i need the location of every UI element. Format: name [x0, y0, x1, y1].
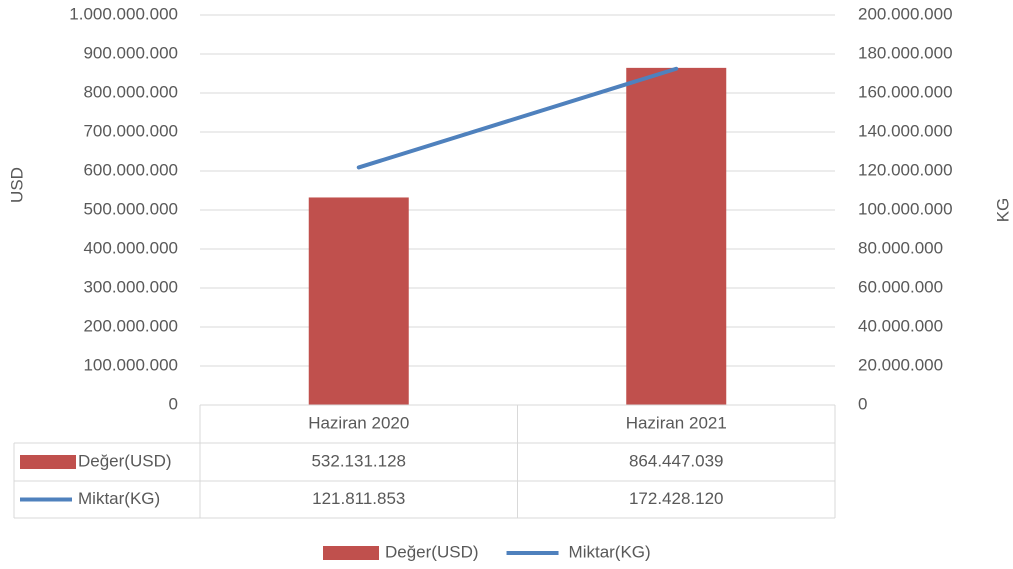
- y2-tick-label: 60.000.000: [858, 277, 943, 296]
- y2-tick-label: 20.000.000: [858, 355, 943, 374]
- y-tick-label: 900.000.000: [83, 43, 178, 62]
- y2-tick-label: 80.000.000: [858, 238, 943, 257]
- y-tick-label: 400.000.000: [83, 238, 178, 257]
- table-row-label: Miktar(KG): [78, 489, 160, 508]
- y-tick-label: 200.000.000: [83, 316, 178, 335]
- table-cell: 121.811.853: [312, 489, 405, 508]
- y2-tick-label: 0: [858, 394, 867, 413]
- y-tick-label: 100.000.000: [83, 355, 178, 374]
- y-tick-label: 700.000.000: [83, 121, 178, 140]
- y-axis-title: USD: [7, 167, 26, 203]
- table-row-label: Değer(USD): [78, 451, 172, 470]
- x-tick-label: Haziran 2020: [308, 413, 409, 432]
- table-cell: 172.428.120: [629, 489, 724, 508]
- y2-tick-label: 100.000.000: [858, 199, 953, 218]
- y2-tick-label: 200.000.000: [858, 4, 953, 23]
- bar: [308, 197, 409, 405]
- table-cell: 532.131.128: [311, 451, 406, 470]
- y2-tick-label: 140.000.000: [858, 121, 953, 140]
- y-tick-label: 0: [169, 394, 178, 413]
- legend-label: Değer(USD): [385, 542, 479, 561]
- y-tick-label: 500.000.000: [83, 199, 178, 218]
- y-tick-label: 300.000.000: [83, 277, 178, 296]
- x-tick-label: Haziran 2021: [626, 413, 727, 432]
- y2-tick-label: 180.000.000: [858, 43, 953, 62]
- line: [356, 66, 679, 170]
- y2-axis-title: KG: [993, 198, 1012, 223]
- y-tick-label: 800.000.000: [83, 82, 178, 101]
- bar: [626, 67, 727, 405]
- table-cell: 864.447.039: [629, 451, 724, 470]
- y-tick-label: 1.000.000.000: [69, 4, 178, 23]
- y2-tick-label: 160.000.000: [858, 82, 953, 101]
- y-tick-label: 600.000.000: [83, 160, 178, 179]
- legend-label: Miktar(KG): [569, 542, 651, 561]
- table-legend-key: [20, 455, 76, 469]
- y2-tick-label: 120.000.000: [858, 160, 953, 179]
- legend-key: [323, 546, 379, 560]
- y2-tick-label: 40.000.000: [858, 316, 943, 335]
